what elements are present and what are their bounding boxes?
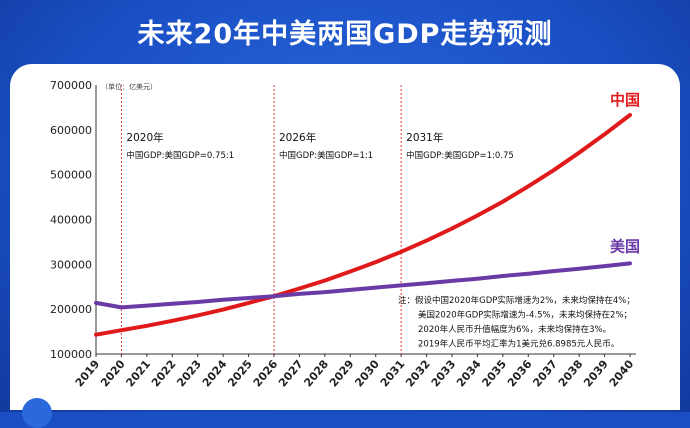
gdp-line-chart: 100000 200000 300000 400000 500000 600000 7000… xyxy=(50,79,640,390)
marker-year-label: 2020年 xyxy=(126,131,163,144)
series-line-0 xyxy=(94,113,632,337)
series-line-1 xyxy=(94,261,632,310)
x-tick-label: 2031 xyxy=(378,358,408,390)
x-tick-label: 2020 xyxy=(98,357,128,389)
x-tick-label: 2023 xyxy=(174,358,204,390)
y-tick-label: 200000 xyxy=(50,303,92,316)
x-tick-label: 2037 xyxy=(530,358,560,390)
x-tick-label: 2032 xyxy=(403,358,433,390)
x-tick-label: 2028 xyxy=(302,358,332,390)
x-tick-label: 2027 xyxy=(276,358,306,390)
series-label: 中国 xyxy=(610,91,640,109)
marker-ratio-label: 中国GDP:美国GDP=0.75:1 xyxy=(126,150,234,161)
marker-ratio-label: 中国GDP:美国GDP=1:1 xyxy=(279,150,373,161)
x-tick-label: 2038 xyxy=(556,358,586,390)
x-tick-label: 2036 xyxy=(505,357,535,389)
x-tick-label: 2040 xyxy=(607,357,637,389)
note-line: 2020年人民币升值幅度为6%，未来均保持在3%。 xyxy=(418,324,611,335)
note-line: 注：假设中国2020年GDP实际增速为2%，未来均保持在4%； xyxy=(398,295,635,306)
y-tick-label: 400000 xyxy=(50,214,92,227)
x-tick-label: 2019 xyxy=(73,358,103,390)
note-line: 美国2020年GDP实际增速为-4.5%，未来均保持在2%； xyxy=(418,310,632,321)
y-tick-label: 100000 xyxy=(50,348,92,361)
y-tick-label: 500000 xyxy=(50,169,92,182)
y-tick-label: 700000 xyxy=(50,79,92,92)
x-tick-label: 2022 xyxy=(149,358,179,390)
x-tick-label: 2035 xyxy=(480,358,510,390)
x-tick-label: 2033 xyxy=(429,358,459,390)
x-tick-label: 2025 xyxy=(225,358,255,390)
x-tick-label: 2030 xyxy=(352,357,382,389)
corner-circle-icon xyxy=(22,398,52,428)
y-tick-label: 300000 xyxy=(50,258,92,271)
marker-ratio-label: 中国GDP:美国GDP=1:0.75 xyxy=(406,150,514,161)
y-unit-label: （单位：亿美元） xyxy=(101,82,157,91)
x-tick-label: 2039 xyxy=(581,358,611,390)
page-title: 未来20年中美两国GDP走势预测 xyxy=(137,19,553,50)
y-tick-label: 600000 xyxy=(50,124,92,137)
x-tick-label: 2026 xyxy=(251,357,281,389)
x-tick-label: 2029 xyxy=(327,358,357,390)
series-label: 美国 xyxy=(610,237,640,255)
x-tick-label: 2024 xyxy=(200,357,230,389)
note-line: 2019年人民币平均汇率为1美元兑6.8985元人民币。 xyxy=(418,339,619,350)
marker-year-label: 2026年 xyxy=(279,131,316,144)
x-tick-label: 2021 xyxy=(124,358,154,390)
x-tick-label: 2034 xyxy=(454,357,484,389)
marker-year-label: 2031年 xyxy=(406,131,443,144)
